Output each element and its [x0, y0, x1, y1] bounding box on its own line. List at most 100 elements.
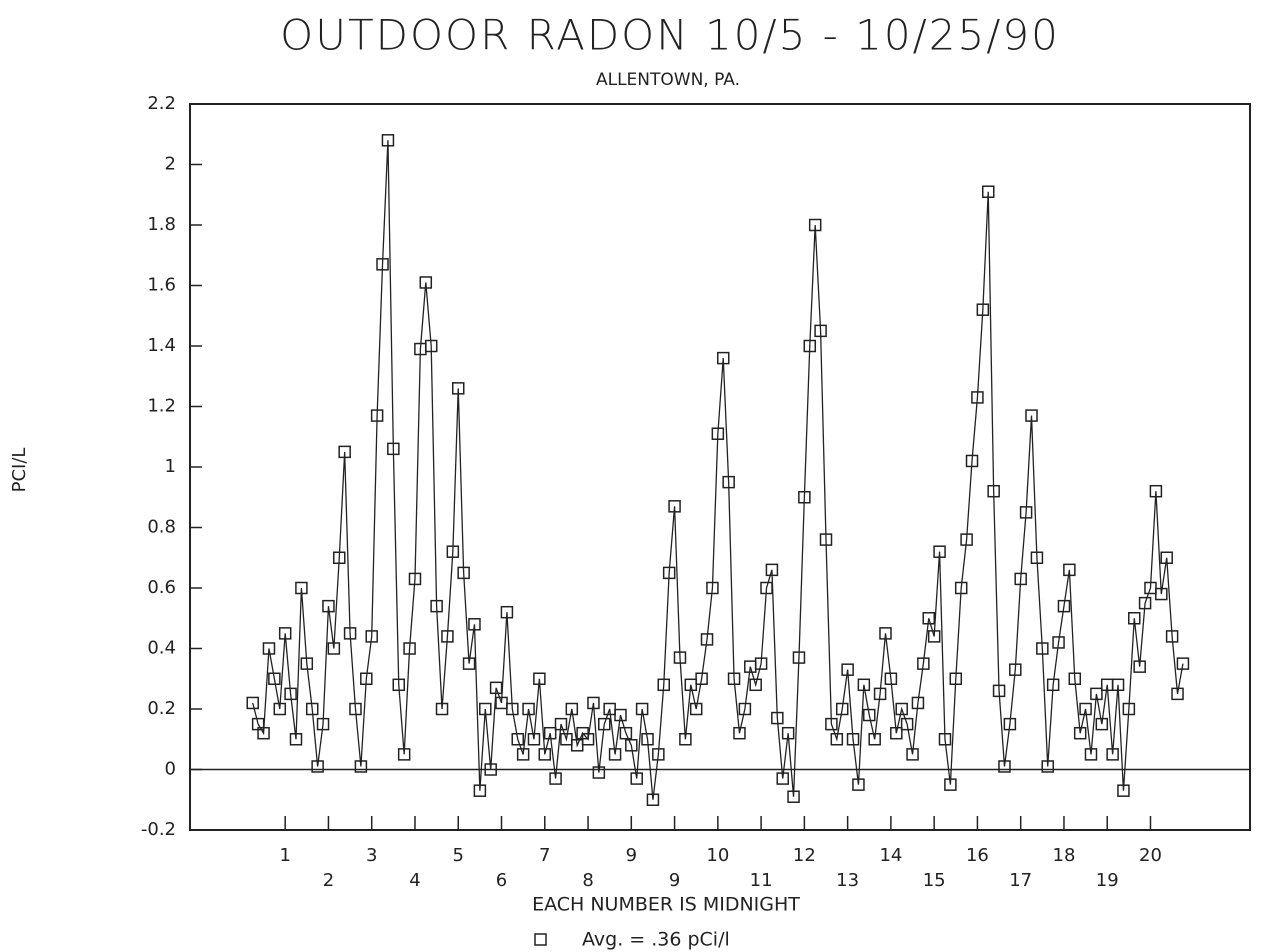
data-point	[760, 581, 773, 595]
data-point	[630, 772, 643, 785]
x-tick-label: 1	[279, 845, 290, 866]
plot-frame	[189, 103, 1251, 831]
x-tick-label: 20	[1139, 845, 1162, 866]
x-tick-label: 6	[496, 870, 507, 891]
data-point	[462, 657, 476, 670]
data-point	[819, 533, 833, 546]
data-point	[457, 566, 470, 580]
data-point	[360, 672, 373, 685]
data-point	[1160, 551, 1173, 564]
data-point	[376, 258, 389, 271]
data-point	[668, 500, 681, 513]
data-point	[662, 566, 676, 580]
y-tick-label: 1.6	[147, 275, 176, 296]
data-point	[468, 618, 481, 631]
data-point	[268, 672, 281, 685]
data-point	[873, 687, 887, 701]
x-tick-label: 11	[750, 870, 773, 891]
data-point	[614, 708, 627, 722]
data-point	[419, 276, 433, 289]
x-tick-label: 16	[966, 845, 989, 866]
data-point	[1128, 612, 1141, 625]
data-point	[392, 678, 406, 692]
y-tick-label: 0	[165, 759, 176, 780]
data-point	[652, 748, 665, 761]
data-point	[408, 572, 422, 586]
data-point	[765, 563, 779, 577]
y-tick-label: 2	[165, 154, 176, 175]
data-point	[1041, 760, 1054, 773]
data-point	[911, 696, 925, 710]
y-tick-label: 1.4	[147, 335, 176, 356]
data-point	[635, 702, 649, 716]
data-point	[938, 733, 952, 746]
data-point	[1111, 678, 1125, 692]
data-point	[1149, 484, 1163, 498]
data-point	[262, 642, 276, 655]
data-point	[435, 702, 449, 716]
data-point	[278, 627, 292, 640]
data-point	[965, 454, 979, 468]
data-point	[598, 717, 611, 731]
x-tick-label: 13	[836, 870, 859, 891]
data-point	[641, 733, 654, 746]
data-point	[673, 651, 687, 664]
x-tick-label: 17	[1009, 870, 1032, 891]
data-point	[992, 684, 1006, 698]
data-point	[1003, 717, 1017, 731]
data-point	[738, 702, 752, 716]
series-line	[252, 140, 1184, 800]
data-point	[749, 678, 762, 692]
data-point	[343, 627, 357, 640]
data-point	[852, 778, 865, 791]
data-point	[733, 726, 746, 740]
data-point	[1052, 636, 1065, 649]
data-point	[792, 651, 806, 664]
data-point	[338, 445, 351, 459]
y-tick-label: 0.2	[147, 698, 176, 719]
data-point	[949, 672, 963, 685]
data-point	[1122, 702, 1136, 716]
data-point	[981, 185, 995, 198]
data-point	[1009, 663, 1022, 676]
data-point	[814, 324, 827, 338]
data-point	[1176, 657, 1190, 670]
y-tick-label: 1.8	[147, 214, 176, 235]
data-point	[549, 772, 562, 785]
data-point	[500, 605, 514, 619]
data-point	[841, 663, 854, 676]
data-point	[322, 599, 335, 613]
x-tick-label: 5	[453, 845, 464, 866]
data-point	[1084, 748, 1098, 761]
data-point	[387, 442, 400, 456]
data-point	[679, 733, 692, 746]
data-point	[489, 681, 503, 695]
x-tick-label: 9	[626, 845, 637, 866]
data-point	[430, 599, 443, 613]
x-tick-label: 14	[879, 845, 902, 866]
data-point	[370, 409, 384, 422]
data-point	[446, 545, 460, 558]
data-point	[727, 672, 741, 685]
data-point	[295, 581, 308, 595]
data-point	[781, 726, 795, 740]
data-point	[825, 717, 838, 731]
y-tick-label: 0.8	[147, 517, 176, 538]
data-point	[479, 702, 492, 716]
data-point	[1095, 717, 1109, 731]
data-point	[927, 630, 941, 643]
data-point	[565, 702, 579, 716]
data-point	[311, 760, 324, 773]
data-point	[830, 733, 844, 746]
data-point	[884, 672, 898, 685]
x-tick-label: 7	[539, 845, 550, 866]
data-point	[922, 612, 936, 625]
legend-marker	[534, 933, 547, 946]
data-point	[1068, 672, 1082, 685]
data-point	[1057, 599, 1071, 613]
data-point	[776, 772, 789, 785]
data-point	[587, 696, 600, 710]
data-point	[608, 748, 622, 761]
data-point	[403, 642, 416, 655]
data-point	[754, 657, 768, 670]
